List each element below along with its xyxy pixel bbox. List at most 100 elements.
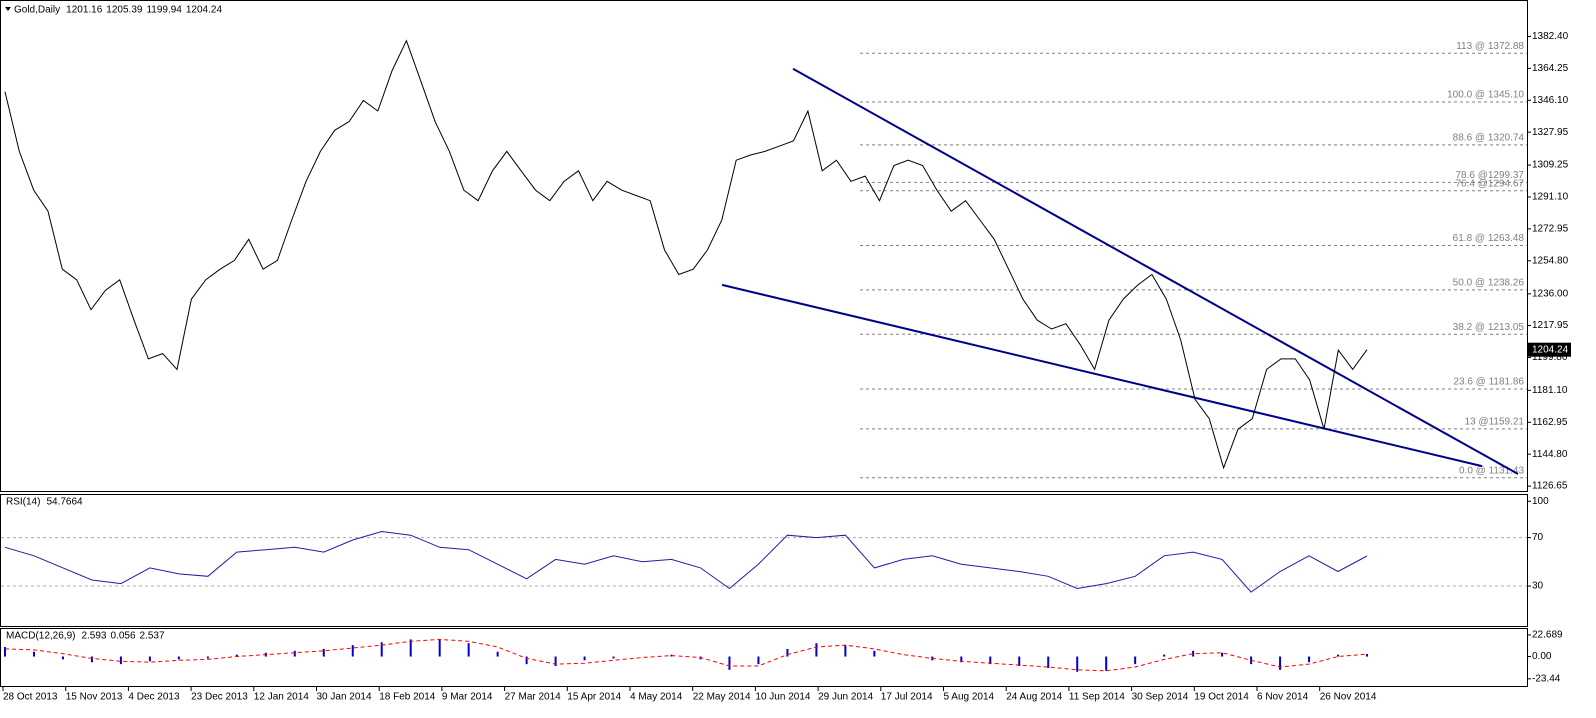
menu-icon[interactable] <box>5 7 11 11</box>
macd-bar <box>1221 652 1224 657</box>
macd-bar <box>1308 656 1311 663</box>
readout: 54.7664 <box>46 497 83 508</box>
price-line <box>4 39 1368 470</box>
x-tick-label: 18 Feb 2014 <box>379 692 436 703</box>
x-tick-label: 28 Oct 2013 <box>3 692 58 703</box>
macd-bar <box>554 656 557 667</box>
macd-bar <box>1366 654 1368 657</box>
y-tick-label: 1144.80 <box>1532 449 1568 460</box>
macd-bar <box>235 654 238 657</box>
trendline <box>721 283 1483 468</box>
readout: 1201.16 <box>66 5 103 16</box>
macd-bar <box>1018 656 1021 667</box>
x-tick-label: 6 Nov 2014 <box>1257 692 1309 703</box>
macd-bar <box>1047 656 1050 668</box>
macd-bar <box>90 656 93 663</box>
macd-bar <box>177 656 180 660</box>
x-tick-label: 19 Oct 2014 <box>1194 692 1249 703</box>
macd-bar <box>1192 650 1195 657</box>
macd-bar <box>844 645 847 657</box>
macd-bar <box>380 642 383 657</box>
macd-bar <box>612 656 615 659</box>
signal-line <box>4 638 1368 672</box>
y-tick-label: 1162.95 <box>1532 417 1568 428</box>
fib-label: 50.0 @ 1238.26 <box>1453 278 1525 289</box>
macd-bar <box>757 656 760 665</box>
macd-bar <box>1279 656 1282 670</box>
y-tick-label: 1346.10 <box>1532 95 1569 106</box>
x-tick-label: 12 Jan 2014 <box>254 692 309 703</box>
y-tick-label: 30 <box>1532 581 1544 592</box>
fib-label: 13 @1159.21 <box>1465 416 1525 427</box>
macd-bar <box>61 656 64 660</box>
fib-label: 100.0 @ 1345.10 <box>1447 90 1524 101</box>
macd-bar <box>989 656 992 665</box>
macd-bar <box>786 648 789 657</box>
macd-bar <box>148 656 151 662</box>
fib-label: 76.4 @1294.67 <box>1455 178 1524 189</box>
x-tick-label: 30 Jan 2014 <box>317 692 372 703</box>
y-tick-label: 1181.10 <box>1532 385 1568 396</box>
y-tick-label: 100 <box>1532 496 1549 507</box>
y-tick-label: 1327.95 <box>1532 127 1569 138</box>
y-tick-label: 22.689 <box>1532 630 1563 641</box>
macd-bar <box>1105 656 1108 671</box>
x-tick-label: 17 Jul 2014 <box>881 692 933 703</box>
x-tick-label: 15 Nov 2013 <box>66 692 123 703</box>
rsi-panel <box>0 494 1528 627</box>
readout: 1205.39 <box>106 5 143 16</box>
fib-label: 78.6 @1299.37 <box>1455 170 1524 181</box>
x-tick-label: 27 Mar 2014 <box>505 692 562 703</box>
readout: 1204.24 <box>186 5 223 16</box>
y-tick-label: 70 <box>1532 532 1544 543</box>
x-tick-label: 11 Sep 2014 <box>1069 692 1125 703</box>
macd-bar <box>351 645 354 657</box>
y-tick-label: 1254.80 <box>1532 255 1569 266</box>
x-tick-label: 30 Sep 2014 <box>1132 692 1189 703</box>
last-price: 1204.24 <box>1532 344 1569 355</box>
x-tick-label: 4 May 2014 <box>630 692 683 703</box>
readout: 1199.94 <box>146 5 182 16</box>
readout: 2.537 <box>140 631 165 642</box>
fib-label: 61.8 @ 1263.48 <box>1453 233 1525 244</box>
macd-bar <box>293 650 296 657</box>
macd-bar <box>409 639 412 657</box>
fib-label: 0.0 @ 1131.43 <box>1459 465 1524 476</box>
macd-bar <box>496 651 499 657</box>
macd-bar <box>4 647 6 657</box>
readout: 0.056 <box>111 631 136 642</box>
macd-bar <box>1337 654 1340 657</box>
y-tick-label: 0.00 <box>1532 651 1552 662</box>
macd-bar <box>206 656 209 659</box>
macd-bar <box>438 639 441 657</box>
x-tick-label: 24 Aug 2014 <box>1006 692 1063 703</box>
x-tick-label: 15 Apr 2014 <box>567 692 621 703</box>
fib-label: 88.6 @ 1320.74 <box>1453 133 1525 144</box>
fib-label: 113 @ 1372.88 <box>1456 41 1524 52</box>
y-tick-label: 1199.80 <box>1532 352 1568 363</box>
price-panel <box>0 0 1528 492</box>
x-tick-label: 9 Mar 2014 <box>442 692 493 703</box>
macd-bar <box>1163 654 1166 657</box>
x-tick-label: 5 Aug 2014 <box>944 692 995 703</box>
panel-title: Gold,Daily <box>14 5 60 16</box>
price-line <box>4 530 1368 593</box>
macd-bar <box>467 643 470 657</box>
macd-bar <box>119 656 122 665</box>
macd-bar <box>728 656 731 670</box>
y-tick-label: 1364.25 <box>1532 63 1569 74</box>
y-tick-label: 1291.10 <box>1532 192 1569 203</box>
y-tick-label: 1217.95 <box>1532 320 1569 331</box>
x-tick-label: 22 May 2014 <box>693 692 751 703</box>
macd-bar <box>583 656 586 661</box>
macd-panel <box>0 628 1528 687</box>
macd-bar <box>32 651 35 657</box>
macd-bar <box>1076 656 1079 672</box>
panel-title: RSI(14) <box>6 497 40 508</box>
y-tick-label: 1272.95 <box>1532 224 1569 235</box>
y-tick-label: 1309.25 <box>1532 160 1569 171</box>
macd-bar <box>873 650 876 657</box>
trendline <box>792 67 1519 475</box>
x-tick-label: 26 Nov 2014 <box>1320 692 1377 703</box>
